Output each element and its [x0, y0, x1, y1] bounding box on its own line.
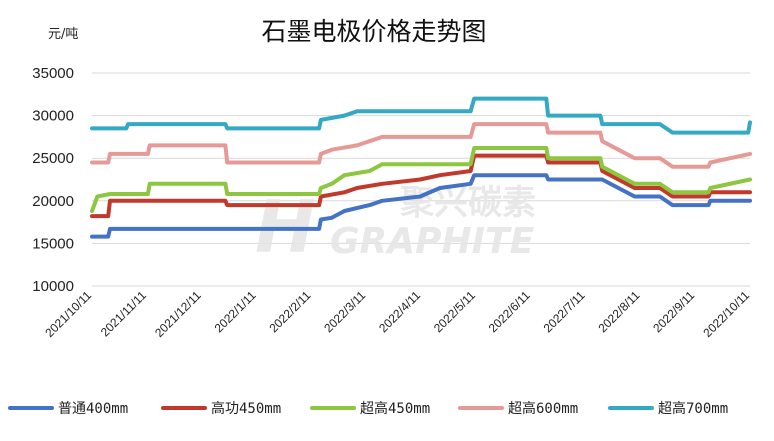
series-line-5 [90, 96, 752, 135]
y-axis-ticks: 35000 30000 25000 20000 15000 10000 [32, 65, 74, 295]
y-tick-label: 30000 [32, 108, 74, 125]
x-tick-label: 2022/4/11 [376, 288, 423, 335]
x-tick-label: 2022/1/11 [212, 288, 259, 335]
x-tick-label: 2022/2/11 [266, 288, 313, 335]
watermark-en-text: GRAPHITE [330, 221, 535, 262]
chart-title: 石墨电极价格走势图 [261, 17, 486, 46]
legend-label: 普通400mm [58, 401, 128, 417]
x-tick-label: 2022/5/11 [431, 288, 478, 335]
series-line-2 [90, 153, 752, 219]
legend-label: 高功450mm [211, 400, 281, 417]
watermark-cn-text: 聚兴碳素 [399, 183, 536, 223]
x-tick-label: 2022/7/11 [541, 288, 588, 335]
y-tick-label: 15000 [32, 235, 74, 252]
series-line-3 [90, 146, 752, 213]
legend-label: 超高700mm [658, 400, 728, 417]
x-tick-label: 2021/12/11 [152, 288, 204, 340]
y-axis-unit-label: 元/吨 [48, 27, 78, 42]
x-tick-label: 2022/3/11 [321, 288, 368, 335]
y-tick-label: 10000 [32, 278, 74, 295]
x-tick-label: 2022/10/11 [700, 288, 752, 340]
legend-label: 超高600mm [508, 400, 578, 417]
x-tick-label: 2022/9/11 [650, 288, 697, 335]
series-line-4 [90, 122, 752, 169]
series-group [90, 96, 752, 239]
legend-label: 超高450mm [360, 400, 430, 417]
x-tick-label: 2022/8/11 [595, 288, 642, 335]
y-tick-label: 35000 [32, 65, 74, 82]
x-tick-label: 2021/11/11 [98, 288, 149, 339]
x-tick-label: 2021/10/11 [42, 288, 94, 340]
y-tick-label: 25000 [32, 150, 74, 167]
series-line-1 [90, 173, 752, 239]
legend: 普通400mm 高功450mm 超高450mm 超高600mm 超高700mm [8, 400, 728, 417]
y-tick-label: 20000 [32, 193, 74, 210]
x-axis-ticks: 2021/10/11 2021/11/11 2021/12/11 2022/1/11 2… [42, 288, 752, 340]
x-tick-label: 2022/6/11 [486, 288, 533, 335]
